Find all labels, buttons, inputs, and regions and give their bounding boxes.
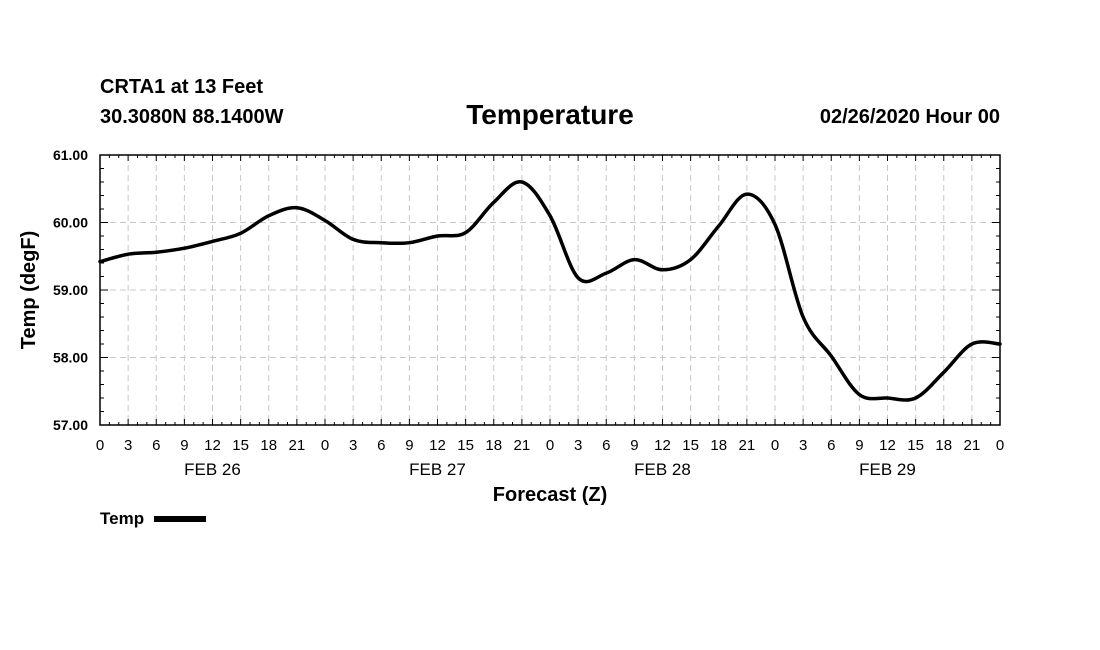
chart-series <box>98 180 1002 402</box>
x-day-label: FEB 28 <box>634 460 691 479</box>
y-tick-label: 57.00 <box>53 417 88 433</box>
y-tick-label: 61.00 <box>53 147 88 163</box>
x-tick-label: 3 <box>799 437 807 454</box>
x-tick-label: 21 <box>964 437 981 454</box>
legend: Temp <box>100 509 207 529</box>
y-axis-title: Temp (degF) <box>18 231 40 350</box>
series-line-temp <box>98 180 1002 402</box>
x-tick-label: 0 <box>996 437 1004 454</box>
x-tick-label: 15 <box>682 437 699 454</box>
legend-label-temp: Temp <box>100 509 145 528</box>
x-axis-title: Forecast (Z) <box>493 484 607 506</box>
x-tick-label: 18 <box>485 437 502 454</box>
x-tick-label: 6 <box>602 437 610 454</box>
x-tick-label: 21 <box>514 437 531 454</box>
x-tick-label: 18 <box>935 437 952 454</box>
x-tick-label: 21 <box>739 437 756 454</box>
x-day-label: FEB 27 <box>409 460 466 479</box>
chart-labels: 0 3 6 9 12 15 18 21 0 3 6 9 12 15 18 21 0 3 6 9 12 15 18 21 0 3 6 9… <box>18 147 1004 506</box>
x-tick-label: 18 <box>260 437 277 454</box>
x-tick-label: 18 <box>710 437 727 454</box>
x-tick-label: 9 <box>630 437 638 454</box>
x-tick-label: 6 <box>827 437 835 454</box>
x-tick-label: 6 <box>377 437 385 454</box>
forecast-timestamp: 02/26/2020 Hour 00 <box>819 106 1000 128</box>
x-tick-label: 3 <box>124 437 132 454</box>
x-tick-label: 9 <box>180 437 188 454</box>
x-tick-label: 12 <box>654 437 671 454</box>
x-tick-label: 12 <box>204 437 221 454</box>
legend-swatch-temp <box>154 516 207 522</box>
x-tick-label: 0 <box>771 437 779 454</box>
chart-grid <box>100 155 1000 425</box>
y-tick-label: 60.00 <box>53 215 88 231</box>
x-tick-label: 12 <box>429 437 446 454</box>
x-tick-label: 15 <box>907 437 924 454</box>
x-tick-label: 3 <box>574 437 582 454</box>
x-tick-label: 21 <box>289 437 306 454</box>
x-tick-label: 15 <box>232 437 249 454</box>
x-tick-label: 0 <box>96 437 104 454</box>
x-tick-label: 6 <box>152 437 160 454</box>
chart-title: Temperature <box>466 99 634 130</box>
x-tick-label: 9 <box>405 437 413 454</box>
x-day-label: FEB 26 <box>184 460 241 479</box>
x-tick-label: 12 <box>879 437 896 454</box>
x-tick-label: 3 <box>349 437 357 454</box>
station-coordinates: 30.3080N 88.1400W <box>100 106 284 128</box>
y-tick-label: 58.00 <box>53 350 88 366</box>
plot-frame <box>99 154 1001 426</box>
x-tick-label: 0 <box>546 437 554 454</box>
station-label: CRTA1 at 13 Feet <box>100 76 264 98</box>
x-tick-label: 9 <box>855 437 863 454</box>
y-tick-label: 59.00 <box>53 282 88 298</box>
x-day-label: FEB 29 <box>859 460 916 479</box>
x-tick-label: 15 <box>457 437 474 454</box>
x-tick-label: 0 <box>321 437 329 454</box>
